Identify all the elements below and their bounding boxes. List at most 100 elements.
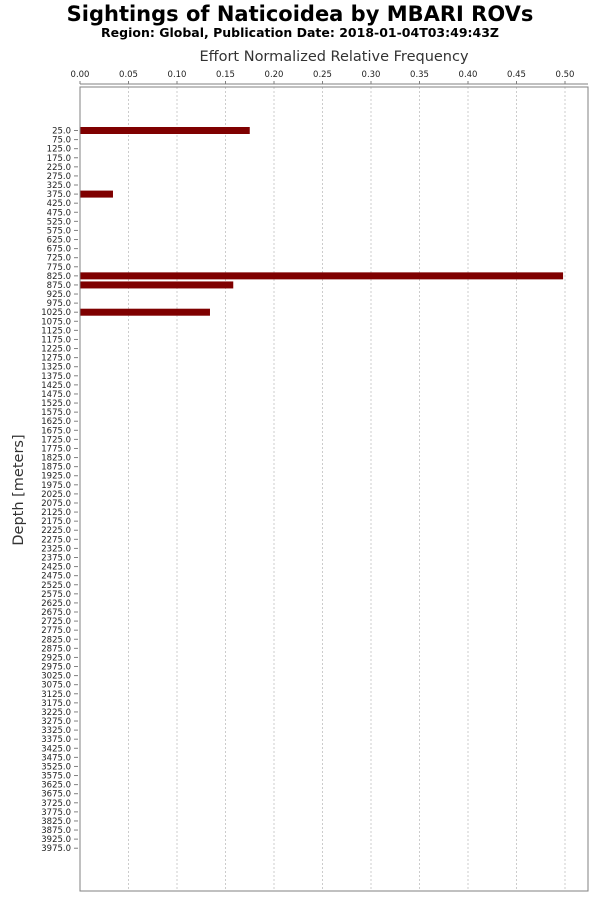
y-tick-label: 325.0	[47, 181, 71, 191]
y-tick-label: 1975.0	[41, 481, 71, 491]
y-tick-label: 1575.0	[41, 408, 71, 418]
x-tick-label: 0.35	[410, 70, 429, 80]
y-tick-label: 2775.0	[41, 626, 71, 636]
y-tick-label: 3875.0	[41, 826, 71, 836]
x-tick-label: 0.50	[556, 70, 575, 80]
y-tick-label: 3075.0	[41, 681, 71, 691]
bar	[80, 308, 210, 316]
y-tick-label: 725.0	[47, 254, 71, 264]
y-tick-label: 2175.0	[41, 517, 71, 527]
y-tick-label: 1275.0	[41, 354, 71, 364]
chart-title: Sightings of Naticoidea by MBARI ROVs	[66, 2, 534, 26]
y-tick-label: 525.0	[47, 217, 71, 227]
y-tick-label: 225.0	[47, 163, 71, 173]
y-tick-label: 1775.0	[41, 444, 71, 454]
x-axis-ticks: 0.00 0.05 0.10 0.15 0.20 0.25 0.30 0.35 0.40 0.45…	[71, 70, 575, 84]
y-tick-label: 675.0	[47, 245, 71, 255]
y-tick-label: 875.0	[47, 281, 71, 291]
y-tick-label: 2725.0	[41, 617, 71, 627]
y-tick-label: 2225.0	[41, 526, 71, 536]
y-tick-label: 2275.0	[41, 535, 71, 545]
y-tick-label: 3725.0	[41, 799, 71, 809]
y-tick-label: 2525.0	[41, 581, 71, 591]
bar	[80, 127, 250, 134]
plot-area	[79, 86, 589, 892]
y-tick-label: 1175.0	[41, 335, 71, 345]
y-tick-label: 3425.0	[41, 744, 71, 754]
bars	[80, 127, 564, 316]
y-tick-label: 1025.0	[41, 308, 71, 318]
bar	[80, 281, 234, 289]
y-tick-label: 625.0	[47, 236, 71, 246]
y-tick-label: 375.0	[47, 190, 71, 200]
x-tick-label: 0.40	[459, 70, 478, 80]
y-tick-label: 2125.0	[41, 508, 71, 518]
y-tick-label: 3475.0	[41, 753, 71, 763]
y-tick-label: 925.0	[47, 290, 71, 300]
chart-subtitle: Region: Global, Publication Date: 2018-0…	[101, 25, 499, 40]
x-tick-label: 0.10	[168, 70, 187, 80]
y-tick-label: 1925.0	[41, 472, 71, 482]
y-tick-label: 1425.0	[41, 381, 71, 391]
y-tick-label: 1525.0	[41, 399, 71, 409]
y-tick-label: 1325.0	[41, 363, 71, 373]
x-tick-label: 0.15	[216, 70, 235, 80]
y-tick-label: 2025.0	[41, 490, 71, 500]
y-tick-label: 175.0	[47, 154, 71, 164]
y-tick-label: 3775.0	[41, 808, 71, 818]
y-tick-label: 75.0	[52, 136, 71, 146]
y-tick-label: 2075.0	[41, 499, 71, 509]
y-tick-label: 3375.0	[41, 735, 71, 745]
y-tick-label: 2625.0	[41, 599, 71, 609]
x-tick-label: 0.00	[71, 70, 90, 80]
y-tick-label: 3675.0	[41, 790, 71, 800]
y-tick-label: 2375.0	[41, 553, 71, 563]
y-tick-label: 3325.0	[41, 726, 71, 736]
x-tick-label: 0.45	[507, 70, 526, 80]
y-tick-label: 1475.0	[41, 390, 71, 400]
x-axis-title: Effort Normalized Relative Frequency	[199, 49, 469, 65]
y-tick-label: 1825.0	[41, 454, 71, 464]
y-tick-label: 1675.0	[41, 426, 71, 436]
y-tick-label: 3025.0	[41, 672, 71, 682]
y-tick-label: 425.0	[47, 199, 71, 209]
y-tick-label: 2575.0	[41, 590, 71, 600]
x-tick-label: 0.05	[119, 70, 138, 80]
y-tick-label: 1625.0	[41, 417, 71, 427]
y-tick-label: 1125.0	[41, 326, 71, 336]
y-tick-label: 3625.0	[41, 781, 71, 791]
y-tick-label: 1725.0	[41, 435, 71, 445]
y-tick-label: 975.0	[47, 299, 71, 309]
y-tick-label: 775.0	[47, 263, 71, 273]
y-axis-ticks: 25.075.0125.0175.0225.0275.0325.0375.042…	[41, 127, 78, 854]
y-tick-label: 3525.0	[41, 762, 71, 772]
bar	[80, 190, 113, 198]
x-tick-label: 0.30	[362, 70, 381, 80]
y-tick-label: 825.0	[47, 272, 71, 282]
y-tick-label: 3825.0	[41, 817, 71, 827]
y-tick-label: 2475.0	[41, 572, 71, 582]
y-tick-label: 2925.0	[41, 653, 71, 663]
y-tick-label: 575.0	[47, 226, 71, 236]
y-tick-label: 1225.0	[41, 345, 71, 355]
y-tick-label: 3575.0	[41, 772, 71, 782]
y-tick-label: 475.0	[47, 208, 71, 218]
y-tick-label: 2425.0	[41, 563, 71, 573]
y-axis-title: Depth [meters]	[11, 434, 27, 545]
y-tick-label: 2875.0	[41, 644, 71, 654]
y-tick-label: 3925.0	[41, 835, 71, 845]
y-tick-label: 1075.0	[41, 317, 71, 327]
y-tick-label: 2325.0	[41, 544, 71, 554]
y-tick-label: 2975.0	[41, 663, 71, 673]
y-tick-label: 3275.0	[41, 717, 71, 727]
grid-lines	[128, 87, 566, 891]
x-tick-label: 0.20	[265, 70, 284, 80]
y-tick-label: 3225.0	[41, 708, 71, 718]
y-tick-label: 25.0	[52, 127, 71, 137]
y-tick-label: 125.0	[47, 145, 71, 155]
y-tick-label: 3975.0	[41, 844, 71, 854]
y-tick-label: 2675.0	[41, 608, 71, 618]
x-tick-label: 0.25	[313, 70, 332, 80]
y-tick-label: 1375.0	[41, 372, 71, 382]
